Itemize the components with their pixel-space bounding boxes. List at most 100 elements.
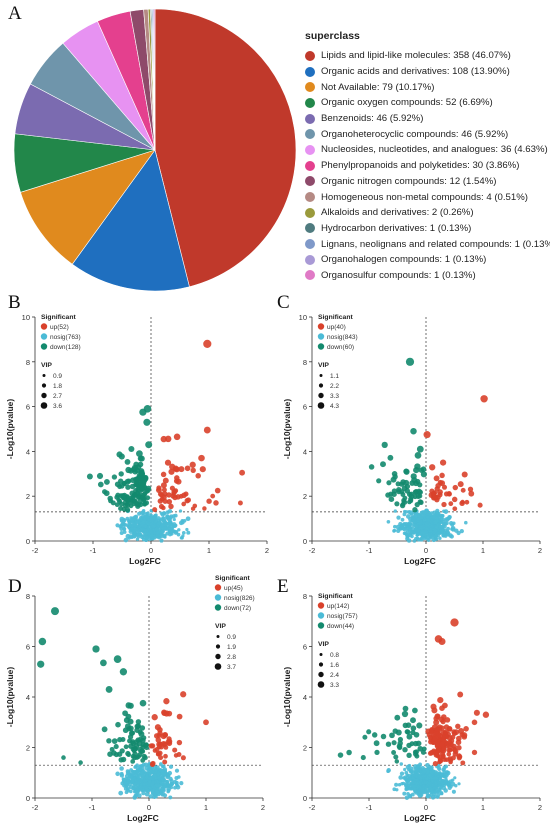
data-point	[457, 691, 464, 698]
vip-size-label: 0.9	[227, 634, 236, 641]
data-point	[422, 790, 426, 795]
data-point	[161, 511, 167, 516]
data-point	[444, 764, 449, 769]
data-point	[102, 489, 108, 495]
data-point	[450, 618, 459, 627]
data-point	[405, 357, 415, 366]
y-tick-label: 4	[303, 693, 307, 702]
data-point	[177, 528, 181, 532]
data-point	[153, 733, 160, 739]
x-axis-label: Log2FC	[127, 813, 159, 823]
data-point	[144, 536, 149, 541]
vip-size-label: 1.6	[330, 662, 339, 669]
data-point	[471, 749, 478, 756]
data-point	[180, 536, 184, 540]
data-point	[137, 519, 142, 524]
pie-legend-item: Benzenoids: 46 (5.92%)	[305, 111, 550, 127]
data-point	[148, 527, 153, 532]
data-point	[111, 750, 117, 756]
data-point	[119, 748, 125, 754]
data-point	[133, 527, 138, 532]
data-point	[456, 735, 462, 742]
data-point	[405, 514, 411, 519]
data-point	[396, 515, 401, 520]
data-point	[451, 729, 457, 735]
y-axis-label: -Log10(pvalue)	[282, 399, 292, 460]
data-point	[124, 459, 131, 465]
data-point	[184, 498, 190, 504]
data-point	[122, 710, 128, 717]
data-point	[423, 431, 431, 439]
data-point	[420, 466, 427, 472]
data-point	[438, 787, 442, 792]
data-point	[337, 752, 344, 758]
vip-size-label: 1.8	[53, 383, 62, 390]
vip-size-label: 3.3	[330, 393, 339, 400]
vip-legend-title: VIP	[215, 623, 226, 630]
data-point	[134, 723, 141, 730]
vip-legend-title: VIP	[41, 362, 52, 369]
data-point	[413, 489, 419, 495]
data-point	[37, 660, 45, 668]
data-point	[410, 530, 415, 535]
data-point	[119, 531, 124, 535]
data-point	[159, 533, 164, 539]
x-tick-label: 0	[149, 546, 153, 555]
data-point	[145, 773, 149, 778]
data-point	[480, 395, 488, 403]
data-point	[143, 418, 151, 426]
data-point	[136, 495, 141, 500]
significance-legend-title: Significant	[41, 314, 76, 321]
data-point	[173, 779, 178, 785]
data-point	[402, 705, 409, 712]
legend-label: nosig(757)	[327, 613, 358, 620]
data-point	[210, 493, 216, 499]
x-axis-label: Log2FC	[404, 813, 436, 823]
data-point	[145, 441, 153, 449]
data-point	[160, 529, 165, 534]
data-point	[155, 790, 160, 795]
x-axis-label: Log2FC	[404, 556, 436, 566]
data-point	[139, 480, 146, 486]
data-point	[432, 736, 438, 742]
pie-legend-item: Phenylpropanoids and polyketides: 30 (3.…	[305, 158, 550, 174]
y-axis-label: -Log10(pvalue)	[5, 399, 15, 460]
data-point	[121, 480, 127, 486]
data-point	[138, 455, 145, 462]
data-point	[362, 734, 368, 740]
pie-legend-item: Not Available: 79 (10.17%)	[305, 79, 550, 95]
data-point	[166, 736, 172, 742]
data-point	[137, 491, 143, 497]
data-point	[132, 533, 137, 539]
data-point	[92, 645, 100, 653]
data-point	[148, 767, 153, 772]
data-point	[165, 531, 170, 536]
data-point	[456, 755, 462, 761]
data-point	[428, 786, 432, 790]
data-point	[182, 518, 187, 523]
pie-legend-item: Organic nitrogen compounds: 12 (1.54%)	[305, 174, 550, 190]
data-point	[163, 753, 168, 759]
data-point	[168, 795, 173, 800]
data-point	[129, 730, 136, 736]
data-point	[416, 764, 421, 769]
pie-legend-item: Organic oxygen compounds: 52 (6.69%)	[305, 95, 550, 111]
data-point	[410, 770, 416, 775]
data-point	[178, 509, 183, 513]
x-tick-label: -2	[309, 803, 316, 812]
data-point	[459, 732, 465, 738]
data-point	[181, 530, 186, 535]
data-point	[416, 445, 424, 453]
data-point	[61, 755, 66, 760]
data-point	[451, 743, 457, 749]
volcano-plot-b: 0 2 4 6 8 10 -2 -1 0 1 2 Log2FC -Log10(pvalue) Signif…	[5, 313, 269, 566]
legend-label: up(40)	[327, 324, 346, 331]
data-point	[161, 487, 167, 493]
data-point	[145, 511, 150, 516]
data-point	[411, 522, 416, 527]
data-point	[162, 498, 168, 504]
data-point	[118, 501, 125, 507]
data-point	[460, 760, 466, 766]
data-point	[432, 494, 438, 500]
y-tick-label: 8	[303, 358, 307, 367]
